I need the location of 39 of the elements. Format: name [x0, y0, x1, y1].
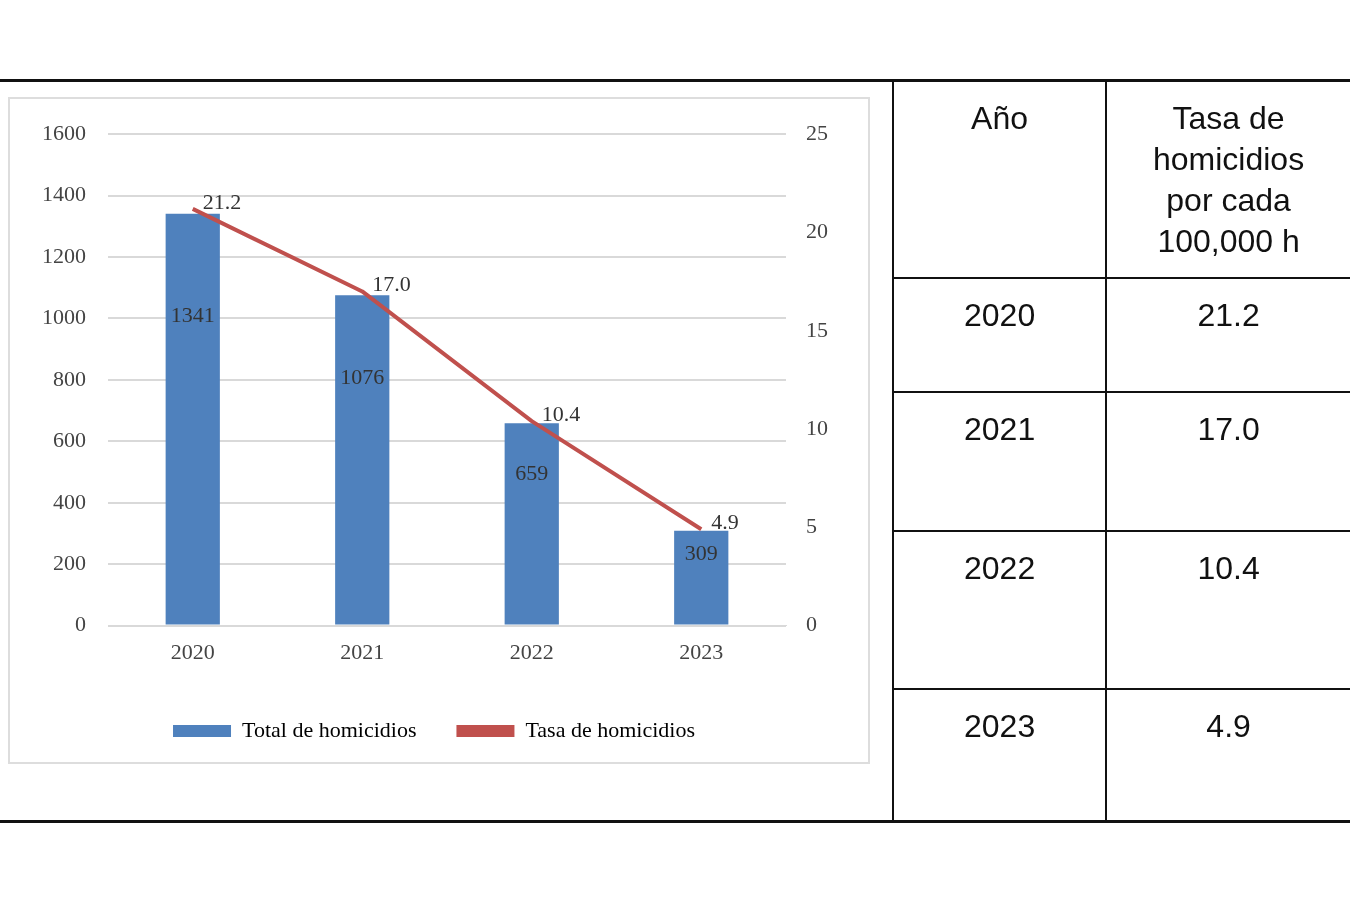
- category-label: 2023: [963, 708, 1036, 745]
- y2-tick-label: 15: [806, 316, 828, 342]
- y2-tick-label: 10: [806, 414, 828, 440]
- y-tick-label: 1400: [42, 181, 86, 207]
- data-label: 1076: [340, 363, 385, 389]
- text: Año: [893, 82, 1107, 278]
- y2-tick-label: 5: [806, 513, 817, 539]
- text: Tasa de homicidios por cada 100,000 h: [1106, 82, 1350, 278]
- text: 4.9: [1206, 708, 1251, 745]
- y-tick-label: 1200: [42, 242, 86, 268]
- y-tick-label: 1600: [42, 119, 86, 145]
- legend-label: Total de homicidios: [242, 716, 417, 742]
- y2-tick-label: 20: [806, 218, 828, 244]
- y2-tick-label: 25: [806, 119, 828, 145]
- category-label: 2020: [963, 296, 1036, 333]
- legend-label: Tasa de homicidios: [525, 716, 695, 742]
- data-label: 10.4: [541, 400, 581, 426]
- y-tick-label: 400: [53, 488, 86, 514]
- text: 21.2: [1197, 296, 1260, 333]
- data-label: 4.9: [711, 509, 739, 535]
- x-tick-label: 2020: [170, 638, 215, 664]
- y-tick-label: 600: [53, 427, 86, 453]
- category-label: 2022: [963, 549, 1036, 586]
- y-tick-label: 0: [75, 611, 86, 637]
- y-tick-label: 200: [53, 549, 86, 575]
- data-label: 659: [515, 459, 549, 485]
- x-tick-label: 2022: [509, 638, 554, 664]
- data-label: 21.2: [202, 188, 242, 214]
- data-label: 17.0: [372, 271, 411, 297]
- x-tick-label: 2021: [340, 638, 385, 664]
- x-tick-label: 2023: [679, 638, 724, 664]
- data-label: 1341: [170, 302, 215, 328]
- y-tick-label: 800: [53, 365, 86, 391]
- text: 17.0: [1197, 411, 1260, 448]
- text: 10.4: [1197, 549, 1260, 586]
- y2-tick-label: 0: [806, 611, 817, 637]
- data-label: 309: [684, 540, 718, 566]
- y-tick-label: 1000: [42, 304, 86, 330]
- category-label: 2021: [963, 411, 1036, 448]
